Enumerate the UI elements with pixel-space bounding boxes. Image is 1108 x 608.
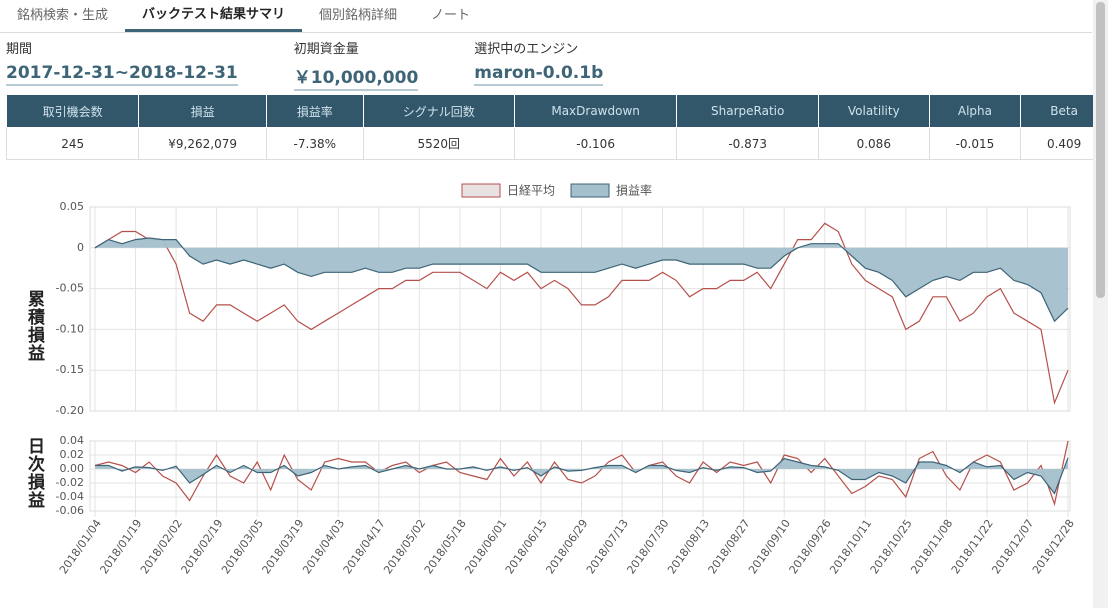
line — [95, 457, 1069, 495]
header-row: 取引機会数 損益 損益率 シグナル回数 MaxDrawdown SharpeRatio Vo… — [5, 94, 1108, 128]
summary-item: 初期資金量 ￥10,000,000 — [293, 38, 419, 91]
x-tick-label: 2018/10/25 — [868, 517, 915, 576]
x-tick-label: 2018/05/18 — [422, 517, 469, 576]
summary-label: 期間 — [6, 42, 33, 57]
column-header: SharpeRatio — [676, 94, 819, 128]
cell: -0.873 — [676, 127, 819, 160]
y-tick-label: 0.05 — [60, 200, 85, 213]
summary-value: 2017-12-31~2018-12-31 — [6, 63, 238, 86]
plot-frame — [89, 440, 1071, 512]
cell: 0.086 — [817, 127, 930, 160]
x-tick-label: 2018/06/29 — [543, 517, 590, 576]
summary-item: 選択中のエンジン maron-0.0.1b — [474, 38, 604, 91]
tab-bar: 銘柄検索・生成 バックテスト結果サマリ 個別銘柄詳細 ノート — [0, 0, 1092, 33]
summary-label: 選択中のエンジン — [474, 42, 579, 57]
column-header: Volatility — [817, 94, 930, 128]
x-tick-label: 2018/10/11 — [827, 517, 874, 576]
line — [94, 237, 1069, 323]
x-tick-label: 2018/01/19 — [97, 517, 144, 576]
y-tick-label: 0.04 — [60, 434, 85, 447]
column-header: シグナル回数 — [362, 94, 515, 128]
y-tick-label: -0.15 — [56, 363, 84, 376]
x-tick-label: 2018/08/13 — [665, 517, 712, 576]
x-tick-label: 2018/06/01 — [462, 517, 509, 576]
cell: ¥9,262,079 — [138, 127, 267, 160]
x-tick-label: 2018/11/22 — [949, 517, 996, 576]
column-header: 損益 — [138, 94, 267, 128]
y-tick-label: 0 — [77, 241, 84, 254]
x-tick-label: 2018/07/13 — [584, 517, 631, 576]
area — [95, 238, 1068, 322]
x-tick-label: 2018/02/02 — [138, 517, 185, 576]
x-tick-label: 2018/03/05 — [219, 517, 266, 576]
y-tick-label: -0.05 — [56, 282, 84, 295]
x-tick-label: 2018/12/28 — [1030, 517, 1077, 576]
y-tick-label: -0.04 — [56, 490, 84, 503]
y-tick-label: -0.20 — [56, 404, 84, 417]
x-tick-label: 2018/06/15 — [503, 517, 550, 576]
x-tick-label: 2018/12/07 — [989, 517, 1036, 576]
summary-label: 初期資金量 — [293, 42, 359, 57]
legend-swatch — [461, 183, 501, 198]
y-tick-label: -0.06 — [56, 504, 84, 517]
line — [94, 440, 1069, 507]
column-header: 取引機会数 — [5, 94, 140, 128]
x-tick-label: 2018/05/02 — [381, 517, 428, 576]
cell: -0.015 — [928, 127, 1022, 160]
cell: 245 — [5, 127, 140, 160]
tab[interactable]: バックテスト結果サマリ — [125, 0, 303, 32]
x-tick-label: 2018/04/17 — [341, 517, 388, 576]
line — [94, 222, 1069, 405]
cell: -7.38% — [265, 127, 364, 160]
x-tick-label: 2018/03/19 — [260, 517, 307, 576]
tab[interactable]: 個別銘柄詳細 — [319, 8, 398, 23]
cell: 5520回 — [362, 127, 515, 160]
legend-label: 損益率 — [616, 183, 652, 198]
cell: -0.106 — [513, 127, 678, 160]
x-tick-label: 2018/01/04 — [57, 517, 104, 576]
y-tick-label: 0.00 — [60, 462, 85, 475]
y-axis-title: 累積損益 — [24, 290, 44, 362]
plot-frame — [89, 206, 1071, 412]
tab[interactable]: ノート — [431, 8, 471, 23]
summary-value: maron-0.0.1b — [474, 63, 604, 86]
row: 245 ¥9,262,079 -7.38% 5520回 -0.106 -0.873 0.08… — [5, 127, 1108, 160]
x-tick-label: 2018/07/30 — [624, 517, 671, 576]
x-tick-label: 2018/09/10 — [746, 517, 793, 576]
scroll-thumb[interactable] — [1096, 2, 1105, 298]
summary-item: 期間 2017-12-31~2018-12-31 — [6, 38, 238, 91]
x-tick-label: 2018/11/08 — [908, 517, 955, 576]
summary: 期間 2017-12-31~2018-12-31 初期資金量 ￥10,000,000 選… — [6, 38, 659, 91]
tab[interactable]: 銘柄検索・生成 — [17, 8, 109, 23]
legend-label: 日経平均 — [507, 184, 555, 198]
x-tick-label: 2018/02/19 — [179, 517, 226, 576]
y-axis-title: 日次損益 — [24, 437, 44, 509]
column-header: Alpha — [928, 94, 1022, 128]
y-tick-label: -0.02 — [56, 476, 84, 489]
column-header: MaxDrawdown — [513, 94, 678, 128]
y-tick-label: -0.10 — [56, 322, 84, 335]
column-header: 損益率 — [265, 94, 364, 128]
legend-swatch — [570, 183, 610, 198]
x-tick-label: 2018/09/26 — [787, 517, 834, 576]
y-tick-label: 0.02 — [60, 448, 85, 461]
summary-value: ￥10,000,000 — [293, 63, 419, 91]
stats-table: 取引機会数 損益 損益率 シグナル回数 MaxDrawdown SharpeRatio Vo… — [5, 94, 1108, 160]
x-tick-label: 2018/04/03 — [300, 517, 347, 576]
x-tick-label: 2018/08/27 — [706, 517, 753, 576]
